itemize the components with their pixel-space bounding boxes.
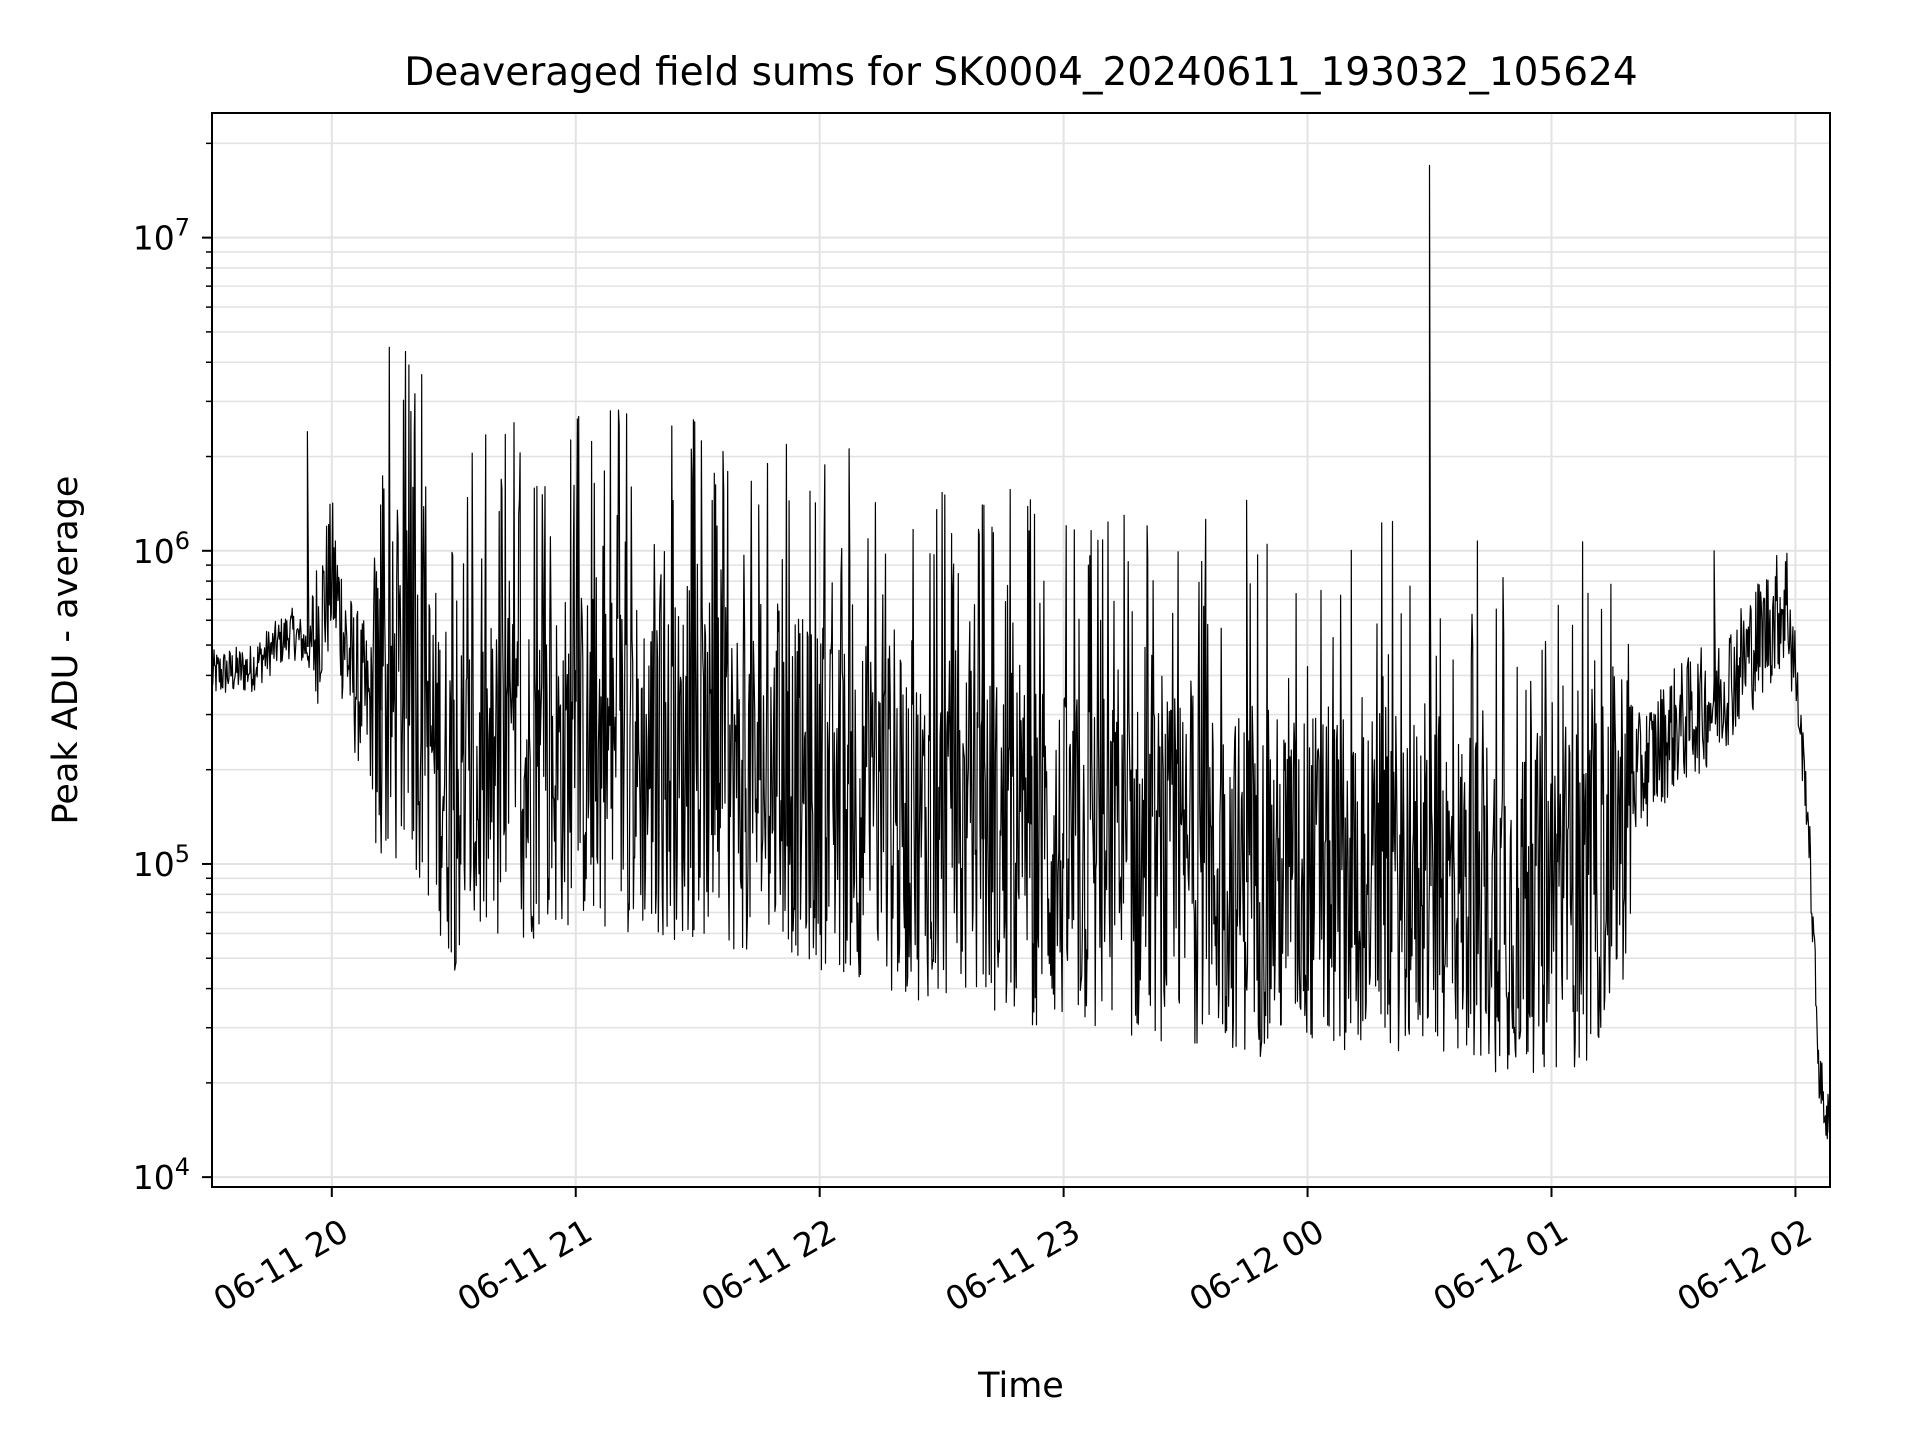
x-axis-label: Time xyxy=(977,1366,1064,1406)
y-axis-label: Peak ADU - average xyxy=(46,476,86,825)
chart-title: Deaveraged field sums for SK0004_2024061… xyxy=(404,50,1638,95)
y-tick-label: 104 xyxy=(133,1153,190,1197)
y-tick-label: 105 xyxy=(133,840,190,884)
y-tick-label: 106 xyxy=(133,527,190,571)
series-line xyxy=(211,164,1831,1140)
y-tick-label: 107 xyxy=(133,214,190,258)
plot-frame xyxy=(211,112,1831,1188)
y-ticks: 104 105 106 107 xyxy=(133,142,212,1197)
